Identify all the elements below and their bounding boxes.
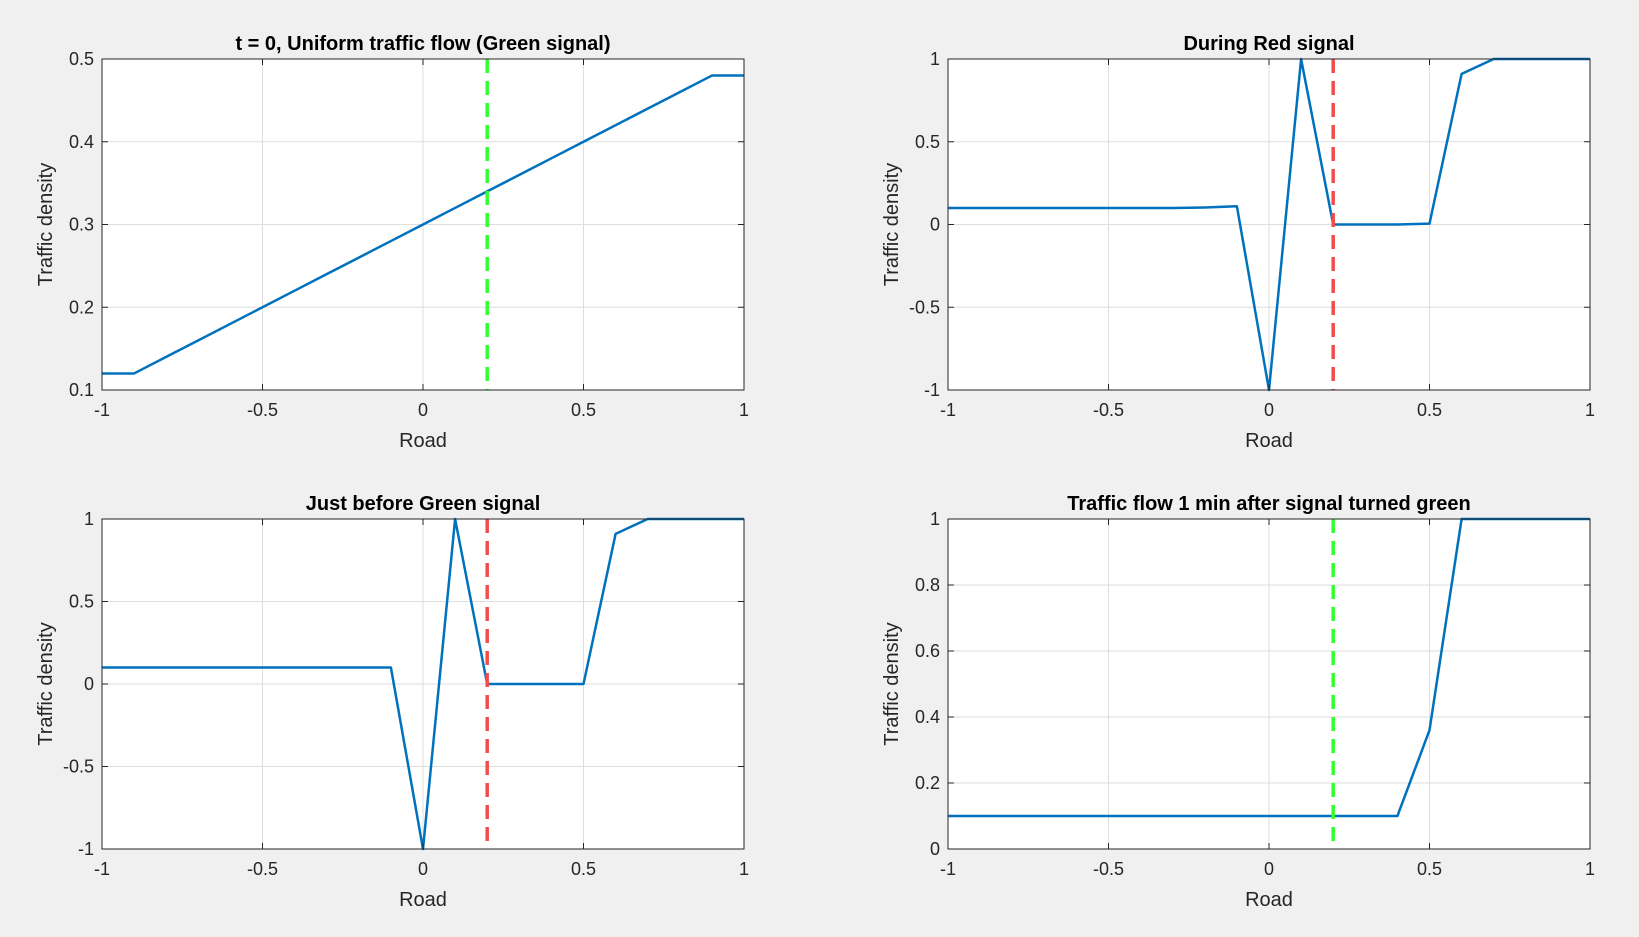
- subplot-4-ytick-label-2: 0.4: [915, 707, 940, 727]
- subplot-4-xtick-label-3: 0.5: [1417, 859, 1442, 879]
- subplot-3-ytick-label-2: 0: [84, 674, 94, 694]
- subplot-3-xtick-label-0: -1: [94, 859, 110, 879]
- subplot-2-ytick-label-4: 1: [930, 49, 940, 69]
- subplot-3-title: Just before Green signal: [306, 493, 541, 515]
- subplot-3-ytick-label-0: -1: [78, 839, 94, 859]
- subplot-3-ylabel: Traffic density: [35, 622, 57, 745]
- subplot-3-ytick-label-3: 0.5: [69, 592, 94, 612]
- subplot-3-xtick-label-1: -0.5: [247, 859, 278, 879]
- subplot-4-ytick-label-5: 1: [930, 509, 940, 529]
- subplot-4-xtick-label-0: -1: [940, 859, 956, 879]
- subplot-2-ytick-label-3: 0.5: [915, 132, 940, 152]
- subplot-1-ytick-label-0: 0.1: [69, 380, 94, 400]
- subplot-4-ylabel: Traffic density: [881, 622, 903, 745]
- subplot-3-xtick-label-4: 1: [739, 859, 749, 879]
- subplot-2-ytick-label-1: -0.5: [909, 297, 940, 317]
- subplot-2-xtick-label-1: -0.5: [1093, 400, 1124, 420]
- subplot-4-xlabel: Road: [1245, 889, 1293, 911]
- subplot-4-xtick-label-2: 0: [1264, 859, 1274, 879]
- subplot-3-xlabel: Road: [399, 889, 447, 911]
- subplot-2-xtick-label-2: 0: [1264, 400, 1274, 420]
- subplot-4-ytick-label-0: 0: [930, 839, 940, 859]
- subplot-2-title: During Red signal: [1183, 33, 1354, 55]
- subplot-2-ylabel: Traffic density: [881, 163, 903, 286]
- subplot-1-xtick-label-0: -1: [94, 400, 110, 420]
- subplot-2-ytick-label-0: -1: [924, 380, 940, 400]
- subplot-4-title: Traffic flow 1 min after signal turned g…: [1067, 493, 1470, 515]
- subplot-1-ytick-label-1: 0.2: [69, 297, 94, 317]
- subplot-4-ytick-label-4: 0.8: [915, 575, 940, 595]
- subplot-1-xtick-label-1: -0.5: [247, 400, 278, 420]
- subplot-1-ytick-label-3: 0.4: [69, 132, 94, 152]
- subplot-1-xtick-label-4: 1: [739, 400, 749, 420]
- subplot-1-ytick-label-4: 0.5: [69, 49, 94, 69]
- subplot-4-ytick-label-1: 0.2: [915, 773, 940, 793]
- subplot-4-xtick-label-1: -0.5: [1093, 859, 1124, 879]
- subplot-3-ytick-label-4: 1: [84, 509, 94, 529]
- subplot-2-ytick-label-2: 0: [930, 215, 940, 235]
- subplot-1-title: t = 0, Uniform traffic flow (Green signa…: [235, 33, 610, 55]
- subplot-3-xtick-label-2: 0: [418, 859, 428, 879]
- subplot-1: -1 -0.5 0 0.5 1 0.1 0.2 0.3 0.4 0.5 t = 0, Unifor…: [35, 33, 749, 452]
- subplot-3-xtick-label-3: 0.5: [571, 859, 596, 879]
- subplot-1-xtick-label-2: 0: [418, 400, 428, 420]
- subplot-1-density-line: [102, 74, 744, 375]
- subplot-3-ytick-label-1: -0.5: [63, 757, 94, 777]
- subplot-1-xlabel: Road: [399, 430, 447, 452]
- subplot-1-xtick-label-3: 0.5: [571, 400, 596, 420]
- subplot-4-xtick-label-4: 1: [1585, 859, 1595, 879]
- subplot-1-ylabel: Traffic density: [35, 163, 57, 286]
- subplot-1-ytick-label-2: 0.3: [69, 215, 94, 235]
- subplot-2-xtick-label-4: 1: [1585, 400, 1595, 420]
- subplot-2: -1 -0.5 0 0.5 1 -1 -0.5 0 0.5 1 During Red signal…: [881, 33, 1595, 452]
- subplot-2-xtick-label-0: -1: [940, 400, 956, 420]
- subplot-3: -1 -0.5 0 0.5 1 -1 -0.5 0 0.5 1 Just before Green…: [35, 493, 749, 911]
- subplot-2-xlabel: Road: [1245, 430, 1293, 452]
- subplot-4: -1 -0.5 0 0.5 1 0 0.2 0.4 0.6 0.8 1 Traffic flow 1…: [881, 493, 1595, 911]
- subplot-4-ytick-label-3: 0.6: [915, 641, 940, 661]
- subplot-2-xtick-label-3: 0.5: [1417, 400, 1442, 420]
